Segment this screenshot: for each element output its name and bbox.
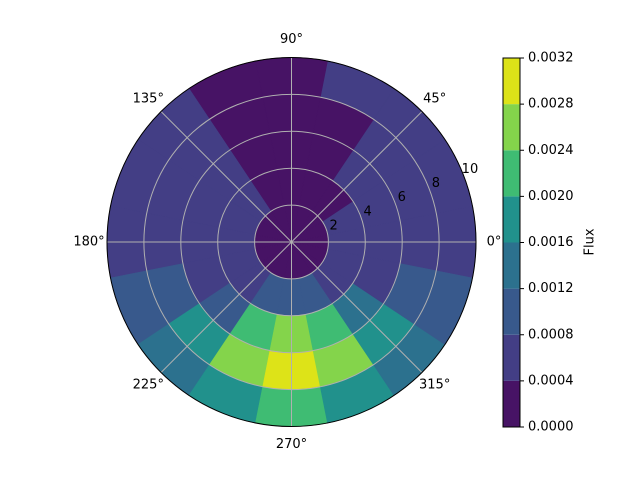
theta-tick-label: 225°	[133, 378, 164, 393]
grid-spoke	[160, 111, 292, 243]
theta-tick-label: 135°	[133, 91, 164, 106]
colorbar-tick-label: 0.0024	[528, 143, 574, 158]
colorbar-tick-label: 0.0008	[528, 327, 574, 342]
colorbar-band	[503, 334, 520, 381]
r-tick-label: 2	[329, 218, 337, 233]
colorbar-tick-label: 0.0012	[528, 281, 574, 296]
colorbar-tick-label: 0.0028	[528, 97, 574, 112]
theta-tick-label: 315°	[419, 378, 450, 393]
grid-spoke	[160, 241, 292, 373]
r-tick-label: 8	[432, 176, 440, 191]
colorbar-label: Flux	[583, 228, 598, 255]
r-tick-label: 10	[462, 162, 479, 177]
theta-tick-label: 0°	[487, 235, 502, 250]
grid-spoke	[291, 241, 423, 373]
colorbar-tick-label: 0.0020	[528, 189, 574, 204]
theta-tick-label: 90°	[280, 32, 303, 47]
colorbar-band	[503, 58, 520, 105]
colorbar-band	[503, 150, 520, 197]
r-tick-label: 4	[364, 204, 372, 219]
colorbar-band	[503, 242, 520, 289]
colorbar-tick-label: 0.0004	[528, 373, 574, 388]
grid-spoke	[291, 111, 423, 243]
colorbar-tick-label: 0.0016	[528, 235, 574, 250]
colorbar-band	[503, 380, 520, 427]
colorbar-tick-label: 0.0000	[528, 420, 574, 435]
theta-tick-label: 270°	[276, 437, 307, 452]
colorbar-band	[503, 288, 520, 335]
polar-frame	[106, 57, 477, 427]
colorbar-band	[503, 104, 520, 151]
colorbar-band	[503, 196, 520, 243]
r-tick-label: 6	[398, 190, 406, 205]
theta-tick-label: 45°	[423, 91, 446, 106]
theta-tick-label: 180°	[73, 235, 104, 250]
colorbar-tick-label: 0.0032	[528, 51, 574, 66]
